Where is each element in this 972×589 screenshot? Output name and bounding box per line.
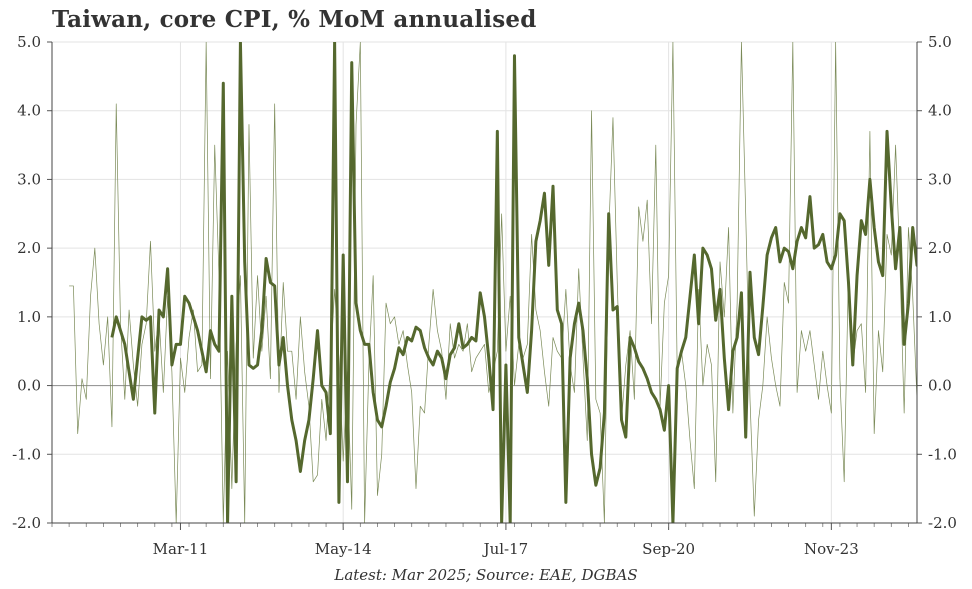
x-tick-label: Sep-20 <box>642 540 695 558</box>
chart-footnote: Latest: Mar 2025; Source: EAE, DGBAS <box>334 566 638 584</box>
y-tick-label-right: 4.0 <box>928 102 952 120</box>
x-tick-label: Jul-17 <box>482 540 529 558</box>
chart-title: Taiwan, core CPI, % MoM annualised <box>52 6 537 33</box>
y-tick-label-left: 1.0 <box>17 308 41 326</box>
x-tick-label: May-14 <box>315 540 372 558</box>
y-tick-label-right: -2.0 <box>928 514 957 532</box>
series-line-thick <box>110 42 917 523</box>
x-tick-label: Nov-23 <box>804 540 859 558</box>
y-tick-label-right: 3.0 <box>928 170 952 188</box>
x-tick-label: Mar-11 <box>153 540 209 558</box>
y-tick-label-left: 4.0 <box>17 102 41 120</box>
series-thin-group <box>69 42 917 523</box>
y-tick-label-right: -1.0 <box>928 445 957 463</box>
y-tick-label-left: 0.0 <box>17 377 41 395</box>
tick-labels: -2.0 -2.0 -1.0 -1.0 0.0 0.0 1.0 1.0 2.0 2.0 3.0 3.0… <box>12 33 957 558</box>
series-line-thin <box>69 42 917 523</box>
axes <box>47 41 922 530</box>
y-tick-label-right: 0.0 <box>928 377 952 395</box>
y-tick-label-left: -2.0 <box>12 514 41 532</box>
y-tick-label-left: 3.0 <box>17 170 41 188</box>
y-tick-label-right: 1.0 <box>928 308 952 326</box>
series-thick-group <box>110 42 917 523</box>
grid-lines <box>52 41 917 524</box>
y-tick-label-left: -1.0 <box>12 445 41 463</box>
y-tick-label-right: 5.0 <box>928 33 952 51</box>
y-tick-label-left: 2.0 <box>17 239 41 257</box>
y-tick-label-left: 5.0 <box>17 33 41 51</box>
y-tick-label-right: 2.0 <box>928 239 952 257</box>
